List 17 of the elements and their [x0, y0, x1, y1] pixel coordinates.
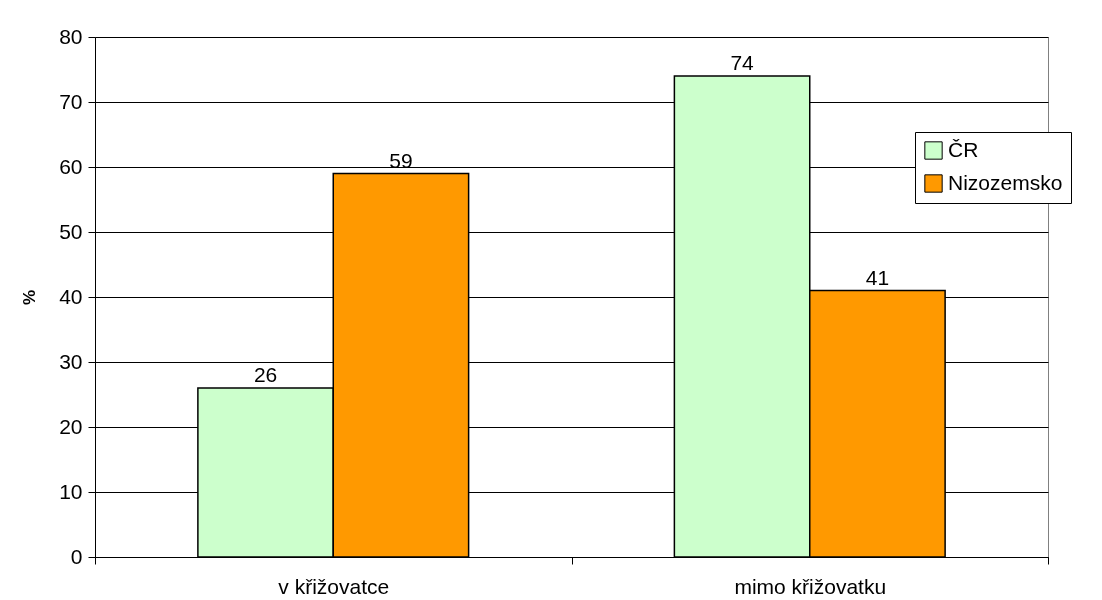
- y-tick-label: 80: [59, 24, 83, 48]
- x-tick-label: v křižovatce: [278, 574, 390, 598]
- legend-label: ČR: [948, 137, 979, 161]
- data-label: 26: [253, 363, 278, 386]
- y-tick-label: 40: [59, 284, 83, 308]
- y-tick-label: 70: [59, 89, 83, 113]
- data-label: 74: [730, 51, 755, 74]
- y-tick-label: 30: [59, 349, 83, 373]
- y-axis-title: %: [20, 289, 40, 306]
- y-tick-label: 0: [70, 544, 83, 568]
- y-tick-label: 50: [59, 219, 83, 243]
- y-tick-label: 20: [59, 414, 83, 438]
- y-tick-label: 60: [59, 154, 83, 178]
- y-tick-label: 10: [59, 479, 83, 503]
- legend-label: Nizozemsko: [948, 170, 1063, 194]
- x-tick-label: mimo křižovatku: [734, 574, 887, 598]
- data-label: 41: [865, 265, 890, 289]
